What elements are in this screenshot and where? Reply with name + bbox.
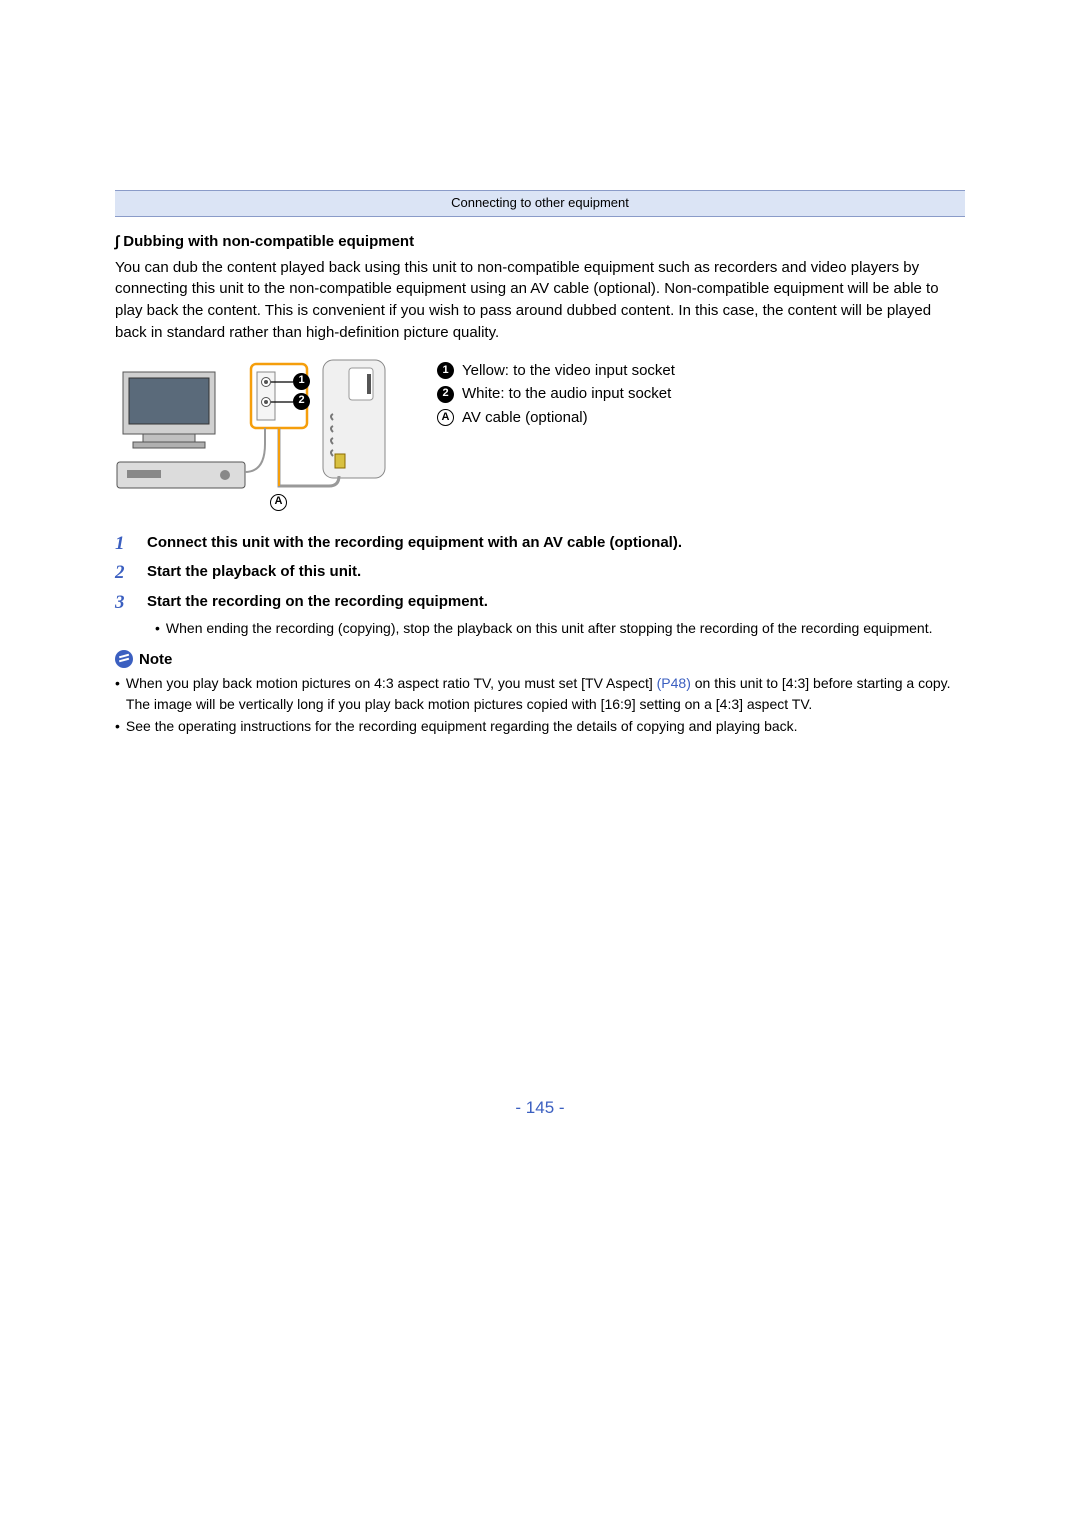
page-number: - 145 - <box>115 1096 965 1121</box>
step-text: Start the recording on the recording equ… <box>147 589 488 617</box>
diagram-callout-1-icon: 1 <box>293 373 310 390</box>
note-1-part-a: When you play back motion pictures on 4:… <box>126 675 657 691</box>
legend-marker-a-icon: A <box>437 409 454 426</box>
diagram-legend: 1 Yellow: to the video input socket 2 Wh… <box>437 354 675 431</box>
sub-heading: ∫ Dubbing with non-compatible equipment <box>115 231 965 253</box>
square-bullet-icon: ∫ <box>115 233 119 250</box>
step-number: 3 <box>115 589 133 617</box>
note-item-2: • See the operating instructions for the… <box>115 716 965 736</box>
legend-text-2: White: to the audio input socket <box>462 383 671 405</box>
step-3: 3 Start the recording on the recording e… <box>115 589 965 617</box>
bullet-icon: • <box>155 618 160 638</box>
step-text: Start the playback of this unit. <box>147 559 361 587</box>
step-number: 1 <box>115 530 133 558</box>
note-1-text: When you play back motion pictures on 4:… <box>126 673 965 714</box>
step-number: 2 <box>115 559 133 587</box>
note-heading: Note <box>115 649 965 671</box>
step-2: 2 Start the playback of this unit. <box>115 559 965 587</box>
step-text: Connect this unit with the recording equ… <box>147 530 682 558</box>
step-3-sub-text: When ending the recording (copying), sto… <box>166 618 933 638</box>
note-list: • When you play back motion pictures on … <box>115 673 965 736</box>
legend-text-a: AV cable (optional) <box>462 407 588 429</box>
step-3-sub: • When ending the recording (copying), s… <box>155 618 965 638</box>
bullet-icon: • <box>115 673 120 714</box>
diagram-callout-a-icon: A <box>270 494 287 511</box>
intro-paragraph: You can dub the content played back usin… <box>115 257 965 344</box>
note-icon <box>115 650 133 668</box>
diagram-row: 1 2 A 1 Yellow: to the video input socke… <box>115 354 965 524</box>
steps-list: 1 Connect this unit with the recording e… <box>115 530 965 639</box>
bullet-icon: • <box>115 716 120 736</box>
sub-heading-text: Dubbing with non-compatible equipment <box>123 233 414 250</box>
legend-text-1: Yellow: to the video input socket <box>462 360 675 382</box>
note-2-text: See the operating instructions for the r… <box>126 716 798 736</box>
legend-marker-2-icon: 2 <box>437 386 454 403</box>
legend-item-1: 1 Yellow: to the video input socket <box>437 360 675 382</box>
legend-marker-1-icon: 1 <box>437 362 454 379</box>
manual-page: Connecting to other equipment ∫ Dubbing … <box>0 0 1080 1181</box>
section-header: Connecting to other equipment <box>115 190 965 217</box>
legend-item-2: 2 White: to the audio input socket <box>437 383 675 405</box>
connection-diagram: 1 2 A <box>115 354 415 524</box>
page-ref-link[interactable]: (P48) <box>657 675 691 691</box>
diagram-callout-2-icon: 2 <box>293 393 310 410</box>
legend-item-a: A AV cable (optional) <box>437 407 675 429</box>
step-1: 1 Connect this unit with the recording e… <box>115 530 965 558</box>
note-label: Note <box>139 649 172 671</box>
note-item-1: • When you play back motion pictures on … <box>115 673 965 714</box>
